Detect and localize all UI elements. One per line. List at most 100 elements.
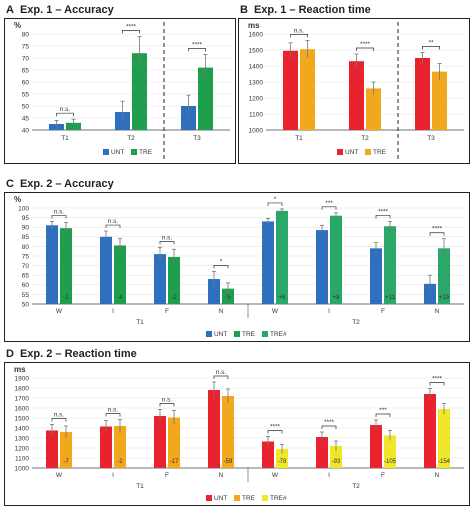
chart-frame [4,18,236,164]
y-tick-label: 50 [22,103,30,110]
significance-bracket [51,418,67,422]
difference-label: +6 [279,295,287,301]
y-tick-label: 1100 [15,455,29,462]
significance-bracket [105,413,121,417]
significance-label: n.s. [216,369,227,376]
panel-d-text: Exp. 2 – Reaction time [19,348,137,360]
y-tick-label: 60 [22,79,30,86]
significance-bracket [356,47,374,51]
panel-d-title: D Exp. 2 – Reaction time [6,348,137,360]
y-tick-label: 1900 [15,375,30,382]
y-tick-label: 80 [22,31,30,38]
significance-label: **** [324,419,335,426]
significance-label: **** [270,424,281,431]
x-tick-label: T3 [193,135,201,142]
bar-UNT [262,441,274,468]
significance-label: *** [379,407,387,414]
difference-label: +11 [385,295,395,301]
difference-label: -4 [117,295,123,301]
significance-label: n.s. [54,412,65,419]
legend-swatch-UNT [206,331,212,337]
y-tick-label: 65 [22,273,30,280]
significance-bracket [267,202,283,206]
y-tick-label: 1700 [15,395,30,402]
y-tick-label: 75 [22,43,30,50]
bar-TRE-hash [384,435,396,468]
significance-bracket [213,375,229,379]
legend-swatch-TRE [234,331,240,337]
difference-label: +8 [333,295,341,301]
significance-bracket [375,215,391,219]
y-tick-label: 70 [22,263,30,270]
y-tick-label: 90 [22,225,30,232]
bar-UNT [208,390,220,468]
bar-TRE-hash [330,446,342,468]
legend-label: UNT [345,149,358,156]
x-tick-label: I [112,308,114,315]
legend-label: UNT [214,495,227,502]
y-tick-label: 1200 [249,95,264,102]
y-tick-label: 80 [22,244,30,251]
y-tick-label: 65 [22,67,30,74]
bar-UNT [370,425,382,468]
y-tick-label: 1400 [15,425,30,432]
bar-UNT [316,437,328,468]
panel-b-title: B Exp. 1 – Reaction time [240,4,371,16]
y-tick-label: 50 [22,301,30,308]
significance-bracket [422,46,440,50]
chart-frame [4,192,470,342]
x-tick-label: T2 [127,135,135,142]
x-tick-label: F [165,308,169,315]
significance-bracket [213,265,229,269]
significance-label: **** [432,226,443,233]
y-tick-label: 1100 [249,111,263,118]
x-tick-label: T1 [61,135,69,142]
x-tick-label: N [435,308,440,315]
y-tick-label: 1500 [249,47,264,54]
y-axis-label: % [14,195,21,204]
x-tick-label: I [328,308,330,315]
legend-swatch-TRE-hash [262,495,268,501]
y-tick-label: 70 [22,55,30,62]
panel-c-text: Exp. 2 – Accuracy [19,178,114,190]
significance-label: ** [428,39,434,46]
x-tick-label: W [56,308,63,315]
difference-label: -59 [224,459,233,465]
chart-exp2-accuracy: % 50 55 60 65 70 75 80 85 90 95 100 n.s. -1 Wn.s. -4 In.… [4,192,470,342]
difference-label: -93 [332,459,341,465]
y-tick-label: 55 [22,91,30,98]
legend-swatch-TRE [131,149,137,155]
y-tick-label: 1000 [249,127,264,134]
y-tick-label: 1400 [249,63,264,70]
y-axis-label: % [14,21,21,30]
x-tick-label: W [272,308,279,315]
bar-TRE [168,417,180,468]
legend-swatch-UNT [337,149,343,155]
x-tick-label: I [328,472,330,479]
bar-TRE [114,426,126,468]
difference-label: +19 [439,295,450,301]
significance-bracket [159,403,175,407]
significance-bracket [188,48,206,52]
bar-UNT [181,106,196,130]
x-tick-label: N [219,472,224,479]
significance-bracket [321,425,337,429]
chart-frame [4,362,470,506]
panel-c-title: C Exp. 2 – Accuracy [6,178,114,190]
bar-TRE-hash [276,449,288,468]
x-tick-label: T2 [361,135,369,142]
legend-label: TRE [373,149,387,156]
y-tick-label: 100 [18,205,29,212]
bar-UNT [349,61,364,131]
legend-swatch-TRE-hash [262,331,268,337]
significance-bracket [51,215,67,219]
bar-TRE [300,49,315,131]
x-tick-label: F [165,472,169,479]
significance-bracket [375,413,391,417]
bar-UNT [424,283,436,304]
y-tick-label: 1000 [15,465,30,472]
legend-label: TRE [242,331,256,338]
y-tick-label: 1500 [15,415,30,422]
legend-label: TRE [139,149,153,156]
y-tick-label: 1600 [249,31,264,38]
